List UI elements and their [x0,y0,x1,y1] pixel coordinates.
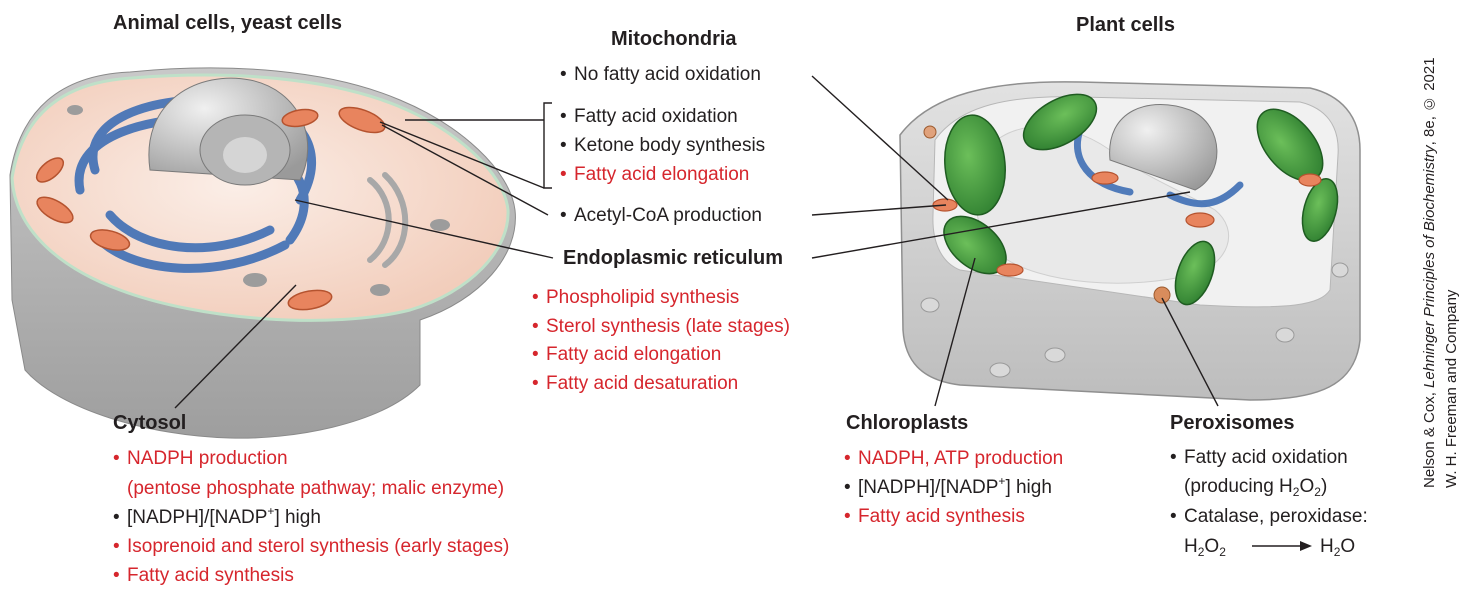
chloroplasts-title: Chloroplasts [846,412,969,434]
plant-er [1073,126,1244,208]
plant-chloroplasts [943,93,1339,306]
plant-peroxisome [1153,286,1171,304]
cytosol-fatty-acid: Fatty acid synthesis [113,561,294,590]
animal-mitochondria [35,106,386,311]
chloro-nadph-atp: NADPH, ATP production [844,444,1063,473]
plant-cells-title: Plant cells [1076,14,1175,36]
er-item: Fatty acid desaturation [532,369,738,398]
er-item: Fatty acid elongation [532,340,721,369]
cytosol-isoprenoid: Isoprenoid and sterol synthesis (early s… [113,532,509,561]
er-item: Sterol synthesis (late stages) [532,312,790,341]
animal-cells-title: Animal cells, yeast cells [113,12,343,34]
perox-oxidation: Fatty acid oxidation [1170,443,1348,472]
mito-item: Fatty acid elongation [560,160,749,189]
peroxisomes-title: Peroxisomes [1170,412,1295,434]
perox-catalase: Catalase, peroxidase: [1170,502,1368,531]
chloro-fatty-acid: Fatty acid synthesis [844,502,1025,531]
er-item: Phospholipid synthesis [532,283,739,312]
perox-eq-reactant: H2O2 [1184,536,1226,559]
chloro-ratio: [NADPH]/[NADP+] high [844,473,1052,502]
cytosol-nadph: NADPH production [113,444,288,473]
cytosol-nadph-detail: (pentose phosphate pathway; malic enzyme… [127,478,505,499]
perox-eq-product: H2O [1320,536,1356,559]
mito-acetyl-coa: Acetyl-CoA production [560,201,762,230]
reaction-arrowhead [1300,541,1312,551]
perox-h2o2: (producing H2O2) [1184,476,1328,499]
er-title: Endoplasmic reticulum [563,247,784,269]
mito-item: Ketone body synthesis [560,131,765,160]
mitochondria-title: Mitochondria [611,28,737,50]
animal-golgi [367,172,409,268]
copyright-credit: Nelson & Cox, Lehninger Principles of Bi… [1421,57,1460,488]
plant-cell [899,81,1361,401]
mito-no-oxidation: No fatty acid oxidation [560,60,761,89]
plant-plasmodesmata [920,262,1349,378]
cytosol-ratio: [NADPH]/[NADP+] high [113,503,321,532]
mito-item: Fatty acid oxidation [560,102,738,131]
animal-vesicles [67,105,450,296]
leader-lines [174,75,1302,547]
animal-cell [9,67,516,439]
cytosol-title: Cytosol [113,412,187,434]
